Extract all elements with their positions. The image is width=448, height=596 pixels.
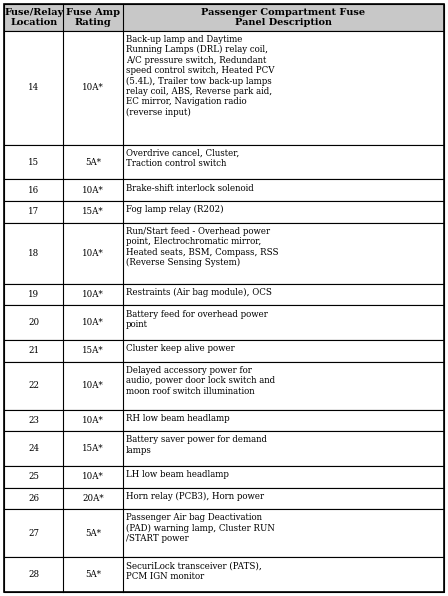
Bar bbox=[4, 145, 444, 179]
Text: Back-up lamp and Daytime
Running Lamps (DRL) relay coil,
A/C pressure switch, Re: Back-up lamp and Daytime Running Lamps (… bbox=[126, 35, 274, 117]
Text: 22: 22 bbox=[28, 381, 39, 390]
Text: 5A*: 5A* bbox=[85, 529, 101, 538]
Text: 10A*: 10A* bbox=[82, 318, 104, 327]
Bar bbox=[4, 362, 444, 409]
Bar bbox=[4, 222, 444, 284]
Bar bbox=[4, 466, 444, 488]
Text: 27: 27 bbox=[28, 529, 39, 538]
Bar bbox=[4, 557, 444, 592]
Text: 19: 19 bbox=[28, 290, 39, 299]
Bar bbox=[4, 409, 444, 432]
Text: Passenger Air bag Deactivation
(PAD) warning lamp, Cluster RUN
/START power: Passenger Air bag Deactivation (PAD) war… bbox=[126, 513, 275, 544]
Bar bbox=[4, 179, 444, 201]
Text: 18: 18 bbox=[28, 249, 39, 257]
Bar bbox=[4, 4, 444, 30]
Text: 25: 25 bbox=[28, 473, 39, 482]
Text: Run/Start feed - Overhead power
point, Electrochromatic mirror,
Heated seats, BS: Run/Start feed - Overhead power point, E… bbox=[126, 226, 278, 267]
Text: LH low beam headlamp: LH low beam headlamp bbox=[126, 470, 228, 479]
Text: Battery saver power for demand
lamps: Battery saver power for demand lamps bbox=[126, 436, 267, 455]
Text: Cluster keep alive power: Cluster keep alive power bbox=[126, 344, 235, 353]
Text: 20: 20 bbox=[28, 318, 39, 327]
Bar bbox=[4, 305, 444, 340]
Text: Passenger Compartment Fuse
Panel Description: Passenger Compartment Fuse Panel Descrip… bbox=[201, 8, 366, 27]
Text: 15A*: 15A* bbox=[82, 346, 104, 355]
Text: 17: 17 bbox=[28, 207, 39, 216]
Text: 10A*: 10A* bbox=[82, 186, 104, 195]
Text: 15A*: 15A* bbox=[82, 444, 104, 453]
Text: 14: 14 bbox=[28, 83, 39, 92]
Text: 28: 28 bbox=[28, 570, 39, 579]
Text: 24: 24 bbox=[28, 444, 39, 453]
Text: Brake-shift interlock solenoid: Brake-shift interlock solenoid bbox=[126, 184, 254, 193]
Bar bbox=[4, 509, 444, 557]
Bar bbox=[4, 340, 444, 362]
Text: Restraints (Air bag module), OCS: Restraints (Air bag module), OCS bbox=[126, 288, 271, 297]
Text: Fog lamp relay (R202): Fog lamp relay (R202) bbox=[126, 205, 224, 215]
Text: Battery feed for overhead power
point: Battery feed for overhead power point bbox=[126, 309, 267, 329]
Bar bbox=[4, 201, 444, 222]
Text: 10A*: 10A* bbox=[82, 473, 104, 482]
Text: 10A*: 10A* bbox=[82, 83, 104, 92]
Text: 21: 21 bbox=[28, 346, 39, 355]
Bar bbox=[4, 284, 444, 305]
Text: 5A*: 5A* bbox=[85, 157, 101, 166]
Text: 16: 16 bbox=[28, 186, 39, 195]
Text: Fuse/Relay
Location: Fuse/Relay Location bbox=[4, 8, 63, 27]
Text: Delayed accessory power for
audio, power door lock switch and
moon roof switch i: Delayed accessory power for audio, power… bbox=[126, 366, 275, 396]
Text: 5A*: 5A* bbox=[85, 570, 101, 579]
Text: 20A*: 20A* bbox=[82, 494, 104, 503]
Text: 26: 26 bbox=[28, 494, 39, 503]
Text: Overdrive cancel, Cluster,
Traction control switch: Overdrive cancel, Cluster, Traction cont… bbox=[126, 149, 239, 168]
Text: Horn relay (PCB3), Horn power: Horn relay (PCB3), Horn power bbox=[126, 492, 264, 501]
Bar bbox=[4, 488, 444, 509]
Text: SecuriLock transceiver (PATS),
PCM IGN monitor: SecuriLock transceiver (PATS), PCM IGN m… bbox=[126, 561, 262, 581]
Text: 15A*: 15A* bbox=[82, 207, 104, 216]
Text: 10A*: 10A* bbox=[82, 290, 104, 299]
Text: 15: 15 bbox=[28, 157, 39, 166]
Text: 10A*: 10A* bbox=[82, 249, 104, 257]
Text: Fuse Amp
Rating: Fuse Amp Rating bbox=[66, 8, 120, 27]
Bar bbox=[4, 432, 444, 466]
Text: 10A*: 10A* bbox=[82, 416, 104, 425]
Bar bbox=[4, 30, 444, 145]
Text: 10A*: 10A* bbox=[82, 381, 104, 390]
Text: RH low beam headlamp: RH low beam headlamp bbox=[126, 414, 229, 423]
Text: 23: 23 bbox=[28, 416, 39, 425]
